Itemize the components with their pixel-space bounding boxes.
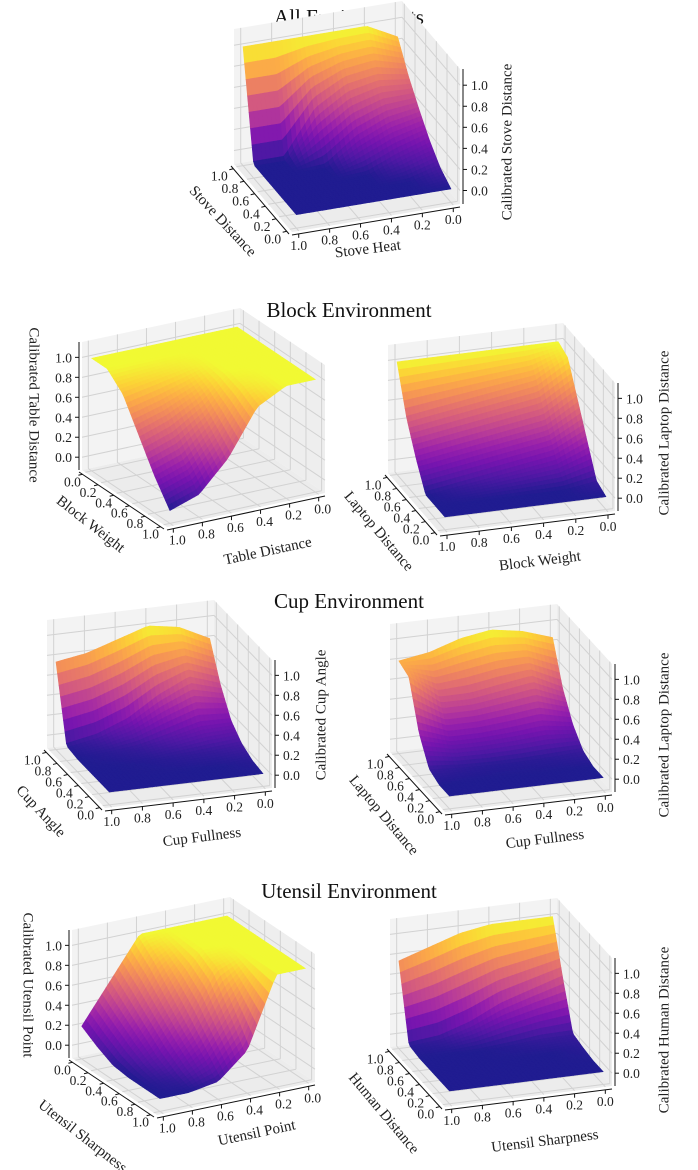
z-tick-label: 0.2	[471, 162, 488, 177]
side-pane	[402, 1, 460, 204]
gridline	[233, 16, 403, 46]
y-tick-mark	[430, 532, 436, 535]
x-tick-label: 1.0	[290, 238, 307, 253]
y-tick-mark	[261, 205, 266, 208]
y-tick-label: 1.0	[365, 477, 382, 492]
z-tick-label: 0.2	[55, 430, 72, 445]
z-tick-label: 1.0	[626, 391, 643, 406]
y-tick-label: 1.0	[211, 169, 228, 184]
surface-patch	[402, 391, 409, 402]
z-tick-label: 0.0	[471, 184, 488, 199]
y-tick-mark	[239, 180, 245, 183]
surface-patch	[294, 211, 302, 215]
z-tick-label: 0.8	[471, 99, 488, 114]
z-axis-label: Calibrated Table Distance	[26, 327, 42, 483]
z-tick-label: 1.0	[471, 78, 488, 93]
x-tick-label: 0.6	[503, 531, 520, 546]
surface-patch	[399, 376, 406, 386]
z-tick-label: 0.2	[626, 471, 643, 486]
y-tick-mark	[392, 487, 397, 490]
x-axis-label: Stove Heat	[334, 237, 403, 261]
y-tick-mark	[229, 168, 234, 171]
z-tick-label: 1.0	[55, 350, 72, 365]
gridline	[289, 200, 458, 230]
y-tick-label: 0.2	[80, 485, 97, 500]
x-axis-label: Table Distance	[223, 534, 314, 568]
z-tick-label: 0.4	[471, 141, 488, 156]
surface-plot-2: 0.00.20.40.60.81.00.00.20.40.60.81.00.00…	[341, 323, 672, 575]
x-tick-label: 0.4	[535, 527, 552, 542]
surface-patch	[396, 360, 404, 370]
y-tick-mark	[282, 230, 287, 233]
x-tick-label: 0.8	[198, 526, 215, 541]
y-tick-mark	[421, 521, 426, 524]
surface-patch	[398, 368, 405, 378]
y-tick-mark	[382, 476, 388, 479]
x-tick-label: 0.4	[256, 514, 273, 529]
z-tick-label: 0.8	[55, 370, 72, 385]
z-tick-label: 0.6	[55, 390, 72, 405]
surface-patch	[403, 399, 410, 409]
y-axis-label: Block Weight	[53, 493, 128, 557]
x-tick-label: 1.0	[169, 533, 186, 548]
y-tick-label: 1.0	[142, 527, 159, 542]
z-tick-label: 0.6	[626, 431, 643, 446]
y-tick-mark	[411, 510, 416, 513]
section-title: Cup Environment	[274, 589, 424, 613]
surface-patch	[442, 514, 450, 518]
y-tick-mark	[271, 218, 277, 221]
x-tick-label: 0.0	[314, 501, 331, 516]
y-tick-label: 0.8	[127, 516, 144, 531]
x-tick-label: 0.2	[285, 508, 302, 523]
x-tick-label: 0.6	[352, 228, 369, 243]
x-tick-label: 0.4	[383, 222, 400, 237]
z-axis-label: Calibrated Laptop Distance	[656, 350, 672, 515]
gridline	[401, 16, 461, 86]
z-tick-label: 0.4	[55, 410, 72, 425]
x-tick-label: 0.6	[227, 520, 244, 535]
gridline	[240, 162, 300, 232]
x-tick-label: 0.2	[414, 217, 431, 232]
z-tick-label: 0.0	[626, 491, 643, 506]
surface-patch	[400, 383, 408, 394]
surface-plot-0: 0.00.20.40.60.81.00.00.20.40.60.81.00.00…	[186, 1, 515, 261]
y-tick-label: 0.0	[64, 474, 81, 489]
y-tick-label: 0.4	[95, 495, 112, 510]
z-tick-label: 0.0	[55, 450, 72, 465]
x-axis-label: Block Weight	[498, 548, 582, 574]
y-tick-mark	[402, 498, 407, 501]
z-tick-label: 0.8	[626, 411, 643, 426]
z-axis-label: Calibrated Stove Distance	[499, 63, 515, 220]
gridline	[401, 58, 461, 128]
y-tick-mark	[250, 193, 255, 196]
surface-plot-3: 0.00.20.40.60.81.00.00.20.40.60.81.00.00…	[13, 600, 329, 850]
x-tick-label: 0.0	[600, 519, 617, 534]
z-tick-label: 0.6	[471, 120, 488, 135]
z-tick-label: 0.4	[626, 451, 643, 466]
x-tick-label: 0.2	[567, 523, 584, 538]
section-title: Utensil Environment	[261, 879, 437, 903]
gridline	[401, 37, 461, 107]
section-title: Block Environment	[266, 298, 431, 322]
x-tick-label: 0.8	[471, 535, 488, 550]
x-tick-label: 1.0	[439, 539, 456, 554]
y-tick-label: 0.6	[111, 506, 128, 521]
surface-plot-1: 0.00.20.40.60.81.00.00.20.40.60.81.00.00…	[26, 308, 331, 569]
surface-patch	[404, 407, 412, 417]
x-tick-label: 0.0	[445, 212, 462, 227]
